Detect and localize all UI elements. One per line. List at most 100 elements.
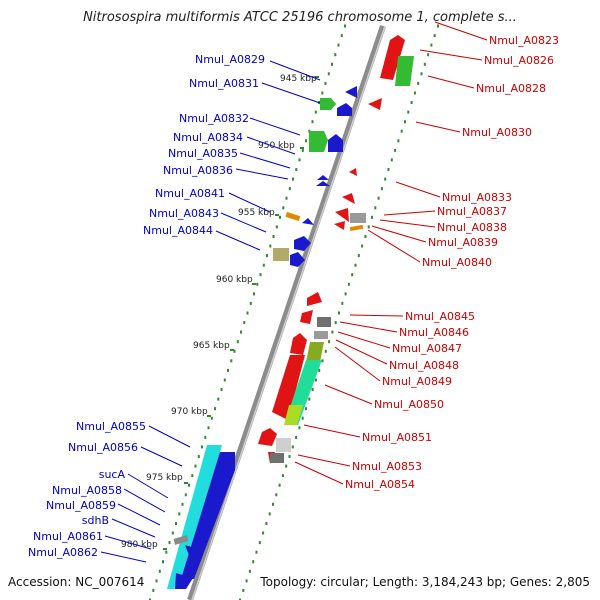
track-dot [165,550,168,554]
track-dot [347,282,350,286]
gene-label-right[interactable]: Nmul_A0840 [422,256,492,269]
kbp-label: 960 kbp [216,275,253,285]
gene-label-right[interactable]: Nmul_A0826 [484,54,554,67]
track-dot [217,397,220,401]
gene-arrow [345,86,357,98]
gene-label-right[interactable]: Nmul_A0830 [462,126,532,139]
track-dot [240,330,242,334]
gene-label-left[interactable]: Nmul_A0843 [149,207,219,220]
track-dot [321,359,324,363]
gene-label-left[interactable]: Nmul_A0858 [52,484,122,497]
gene-label-left[interactable]: Nmul_A0861 [33,530,103,543]
gene-arrow [395,56,414,86]
gene-box [317,317,331,327]
gene-arrow [334,221,345,230]
track-dot [305,139,307,143]
gene-label-left[interactable]: Nmul_A0859 [46,499,116,512]
gene-label-right[interactable]: Nmul_A0823 [489,34,559,47]
gene-label-right[interactable]: Nmul_A0849 [382,375,452,388]
track-dot [184,493,187,497]
track-dot [400,129,403,133]
track-dot [259,273,262,277]
track-dot [334,53,337,57]
gene-label-right[interactable]: Nmul_A0828 [476,82,546,95]
gene-label-left[interactable]: Nmul_A0835 [168,147,238,160]
gene-label-left[interactable]: Nmul_A0844 [143,224,213,237]
track-dot [239,598,241,600]
gene-arrow [349,168,357,176]
gene-label-left[interactable]: Nmul_A0831 [189,77,259,90]
gene-arrow [316,181,330,186]
track-dot [413,91,416,95]
gene-arrow [320,98,336,110]
track-dot [331,62,333,66]
gene-label-right[interactable]: Nmul_A0845 [405,310,475,323]
gene-label-right[interactable]: Nmul_A0847 [392,342,462,355]
gene-label-right[interactable]: Nmul_A0846 [399,326,469,339]
track-dot [292,177,294,181]
track-dot [201,445,203,449]
track-dot [337,43,340,47]
gene-label-right[interactable]: Nmul_A0837 [437,205,507,218]
gene-label-right[interactable]: Nmul_A0838 [437,221,507,234]
track-dot [344,24,346,28]
track-dots [149,24,439,600]
gene-box [285,211,301,222]
track-dot [258,541,261,545]
track-dot [288,455,291,458]
track-dot [168,541,171,545]
track-dot [344,292,347,296]
gene-label-left[interactable]: Nmul_A0862 [28,546,98,559]
gene-label-left[interactable]: Nmul_A0832 [179,112,249,125]
track-dot [407,110,410,114]
gene-label-right[interactable]: Nmul_A0853 [352,460,422,473]
gene-label-left[interactable]: Nmul_A0856 [68,441,138,454]
gene-arrow [185,545,198,558]
gene-arrow [307,292,322,306]
gene-arrow [175,573,193,589]
gene-label-right[interactable]: Nmul_A0851 [362,431,432,444]
track-dot [410,101,413,104]
track-dot [191,474,194,478]
gene-label-left[interactable]: Nmul_A0841 [155,187,225,200]
track-dot [285,196,288,200]
track-dot [314,378,317,382]
gene-label-left[interactable]: Nmul_A0829 [195,53,265,66]
gene-label-right[interactable]: Nmul_A0850 [374,398,444,411]
gene-arrow [302,218,314,225]
gene-arrow [222,452,235,469]
track-dot [437,24,439,28]
gene-label-right[interactable]: Nmul_A0839 [428,236,498,249]
gene-label-left[interactable]: sdhB [82,514,109,527]
track-dot [252,560,255,564]
gene-arrow [309,131,328,152]
gene-arrow [306,342,324,362]
accession-text: Accession: NC_007614 [8,575,145,589]
track-dot [417,81,420,85]
track-dot [268,512,271,516]
track-dot [220,388,223,391]
gene-box [350,213,366,223]
gene-label-left[interactable]: Nmul_A0834 [173,131,243,144]
gene-label-right[interactable]: Nmul_A0848 [389,359,459,372]
gene-arrow [290,252,305,267]
gene-label-right[interactable]: Nmul_A0833 [442,191,512,204]
track-dot [285,464,288,468]
track-dot [272,235,275,238]
right-connectors [294,21,488,485]
track-dot [265,522,268,525]
track-dot [351,273,354,277]
gene-label-left[interactable]: Nmul_A0855 [76,420,146,433]
track-dot [338,311,340,315]
gene-label-left[interactable]: Nmul_A0836 [163,164,233,177]
gene-label-left[interactable]: sucA [99,468,126,481]
track-dot [245,579,248,583]
track-dot [210,416,213,420]
track-dot [255,550,258,554]
track-dot [324,81,327,85]
gene-box [270,453,284,463]
track-dot [380,187,383,191]
track-dot [404,120,406,124]
gene-label-right[interactable]: Nmul_A0854 [345,478,415,491]
